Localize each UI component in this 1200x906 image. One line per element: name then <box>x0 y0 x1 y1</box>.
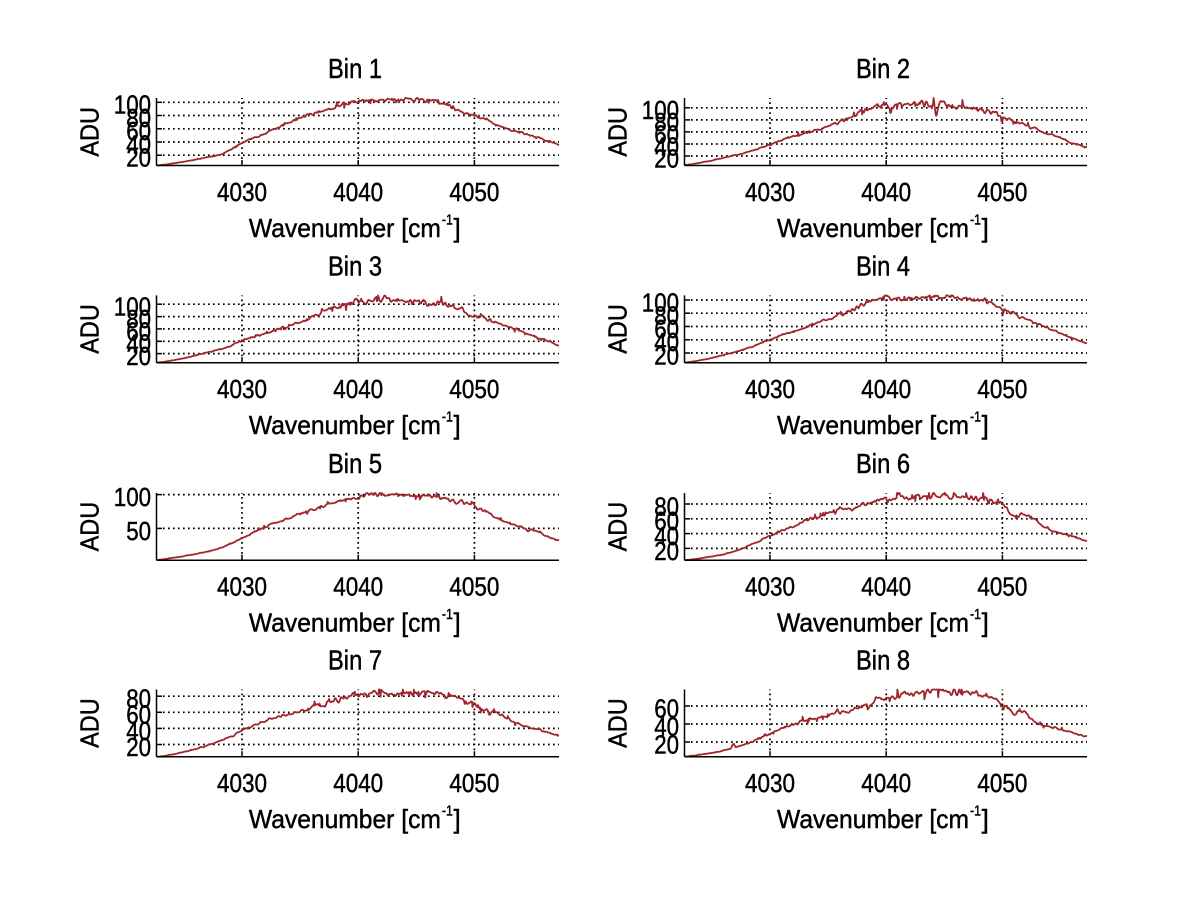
svg-text:4030: 4030 <box>217 572 267 602</box>
svg-text:4030: 4030 <box>217 177 267 207</box>
svg-text:-1: -1 <box>970 212 981 229</box>
svg-text:50: 50 <box>126 516 151 546</box>
svg-text:100: 100 <box>642 287 679 317</box>
svg-text:60: 60 <box>126 700 151 730</box>
svg-text:]: ] <box>454 804 461 834</box>
svg-text:4030: 4030 <box>745 768 795 798</box>
svg-text:4040: 4040 <box>861 572 911 602</box>
svg-text:Bin 8: Bin 8 <box>856 645 910 676</box>
svg-text:ADU: ADU <box>603 698 633 748</box>
svg-text:20: 20 <box>126 143 151 173</box>
svg-text:4040: 4040 <box>861 768 911 798</box>
svg-text:60: 60 <box>654 693 679 723</box>
svg-text:20: 20 <box>654 340 679 370</box>
svg-text:Wavenumber [cm: Wavenumber [cm <box>777 608 969 638</box>
svg-text:4040: 4040 <box>333 572 383 602</box>
svg-text:4030: 4030 <box>745 374 795 404</box>
svg-text:]: ] <box>982 804 989 834</box>
svg-text:4030: 4030 <box>745 177 795 207</box>
svg-text:-1: -1 <box>970 409 981 426</box>
svg-text:4030: 4030 <box>217 768 267 798</box>
svg-text:100: 100 <box>642 95 679 125</box>
svg-text:Wavenumber [cm: Wavenumber [cm <box>777 410 969 440</box>
svg-text:60: 60 <box>654 506 679 536</box>
svg-text:60: 60 <box>654 119 679 149</box>
svg-text:40: 40 <box>126 129 151 159</box>
svg-text:80: 80 <box>126 684 151 714</box>
svg-text:4030: 4030 <box>745 572 795 602</box>
svg-text:100: 100 <box>114 482 151 512</box>
svg-text:4050: 4050 <box>449 768 499 798</box>
svg-text:]: ] <box>454 410 461 440</box>
svg-text:60: 60 <box>126 316 151 346</box>
svg-text:20: 20 <box>654 143 679 173</box>
svg-text:Wavenumber [cm: Wavenumber [cm <box>249 410 441 440</box>
svg-text:100: 100 <box>114 292 151 322</box>
svg-text:Bin 3: Bin 3 <box>328 250 382 281</box>
svg-text:Bin 1: Bin 1 <box>328 53 382 84</box>
svg-text:ADU: ADU <box>75 502 105 552</box>
svg-text:20: 20 <box>654 729 679 759</box>
svg-text:ADU: ADU <box>603 502 633 552</box>
svg-text:-1: -1 <box>442 803 453 820</box>
svg-text:Wavenumber [cm: Wavenumber [cm <box>777 213 969 243</box>
svg-text:40: 40 <box>654 711 679 741</box>
svg-text:Bin 6: Bin 6 <box>856 448 910 479</box>
svg-text:80: 80 <box>654 301 679 331</box>
svg-text:80: 80 <box>126 103 151 133</box>
svg-text:4040: 4040 <box>333 768 383 798</box>
svg-text:20: 20 <box>126 341 151 371</box>
svg-text:4040: 4040 <box>861 374 911 404</box>
svg-text:4050: 4050 <box>449 177 499 207</box>
svg-text:40: 40 <box>654 327 679 357</box>
svg-text:-1: -1 <box>970 803 981 820</box>
svg-text:-1: -1 <box>970 606 981 623</box>
svg-text:4050: 4050 <box>449 374 499 404</box>
svg-text:40: 40 <box>654 131 679 161</box>
svg-text:]: ] <box>454 608 461 638</box>
svg-text:40: 40 <box>126 329 151 359</box>
svg-text:Bin 7: Bin 7 <box>328 645 382 676</box>
svg-text:Bin 4: Bin 4 <box>856 250 910 281</box>
svg-text:ADU: ADU <box>75 304 105 354</box>
svg-text:40: 40 <box>654 521 679 551</box>
svg-text:-1: -1 <box>442 409 453 426</box>
svg-text:4050: 4050 <box>977 374 1027 404</box>
svg-text:100: 100 <box>114 90 151 120</box>
svg-text:ADU: ADU <box>603 304 633 354</box>
svg-text:4040: 4040 <box>333 374 383 404</box>
svg-text:40: 40 <box>126 716 151 746</box>
svg-text:]: ] <box>982 410 989 440</box>
svg-text:ADU: ADU <box>75 698 105 748</box>
svg-text:Wavenumber [cm: Wavenumber [cm <box>249 213 441 243</box>
svg-text:Bin 2: Bin 2 <box>856 53 910 84</box>
svg-text:Wavenumber [cm: Wavenumber [cm <box>249 804 441 834</box>
svg-text:80: 80 <box>654 491 679 521</box>
svg-text:4050: 4050 <box>977 768 1027 798</box>
svg-text:]: ] <box>982 213 989 243</box>
svg-text:4050: 4050 <box>977 177 1027 207</box>
svg-text:4050: 4050 <box>977 572 1027 602</box>
svg-text:4040: 4040 <box>333 177 383 207</box>
svg-text:Wavenumber [cm: Wavenumber [cm <box>777 804 969 834</box>
svg-text:-1: -1 <box>442 606 453 623</box>
svg-text:80: 80 <box>126 304 151 334</box>
svg-text:ADU: ADU <box>75 107 105 157</box>
svg-text:80: 80 <box>654 107 679 137</box>
svg-text:4030: 4030 <box>217 374 267 404</box>
svg-text:4040: 4040 <box>861 177 911 207</box>
svg-text:ADU: ADU <box>603 107 633 157</box>
svg-text:Bin 5: Bin 5 <box>328 448 382 479</box>
svg-text:]: ] <box>454 213 461 243</box>
svg-text:60: 60 <box>126 116 151 146</box>
svg-text:-1: -1 <box>442 212 453 229</box>
svg-text:4050: 4050 <box>449 572 499 602</box>
svg-text:20: 20 <box>126 732 151 762</box>
svg-text:Wavenumber [cm: Wavenumber [cm <box>249 608 441 638</box>
svg-text:60: 60 <box>654 314 679 344</box>
svg-text:20: 20 <box>654 536 679 566</box>
svg-text:]: ] <box>982 608 989 638</box>
